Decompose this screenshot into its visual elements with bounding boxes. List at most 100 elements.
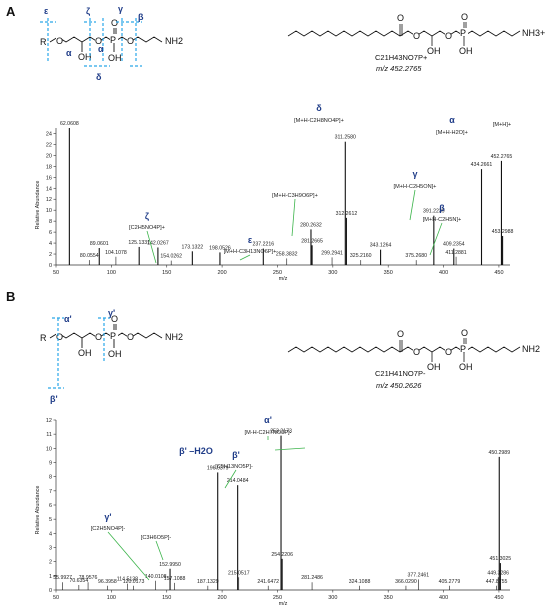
- annotation-leader: [274, 447, 306, 451]
- spectrum-a-xtick-label: 450: [494, 270, 503, 276]
- annotation-leader: [107, 531, 150, 581]
- spectrum-b-peak-label: 187.1329: [197, 579, 219, 585]
- spectrum-b-peak-label: 55.9927: [53, 575, 72, 581]
- structure-a-greek-alpha-2: α: [98, 44, 104, 54]
- spectrum-b-ylabel: Relative Abundance: [35, 486, 41, 535]
- spectrum-a-ytick-label: 6: [49, 230, 52, 236]
- annotation-leader: [224, 469, 237, 489]
- spectrum-b-ann-alpha-greek: α': [264, 415, 272, 425]
- spectrum-b-ytick-label: 8: [49, 475, 52, 481]
- spectrum-b-ytick-label: 11: [46, 432, 52, 438]
- structure-a-greek-alpha-1: α: [66, 48, 72, 58]
- spectrum-a-ann-zeta-text: [C2H5NO4P]+: [129, 225, 165, 231]
- spectrum-a-ann-gamma-text: [M+H-C2H5ON]+: [394, 184, 437, 190]
- structure-a-nh2: NH2: [165, 36, 183, 46]
- annotation-leader: [429, 222, 443, 256]
- spectrum-b-peak-label: 157.1088: [164, 576, 186, 582]
- spectrum-b-xtick-label: 150: [162, 595, 171, 601]
- spectrum-b-ytick-label: 4: [49, 531, 52, 537]
- structure-b-r: R: [40, 333, 47, 343]
- spectrum-b-ann-beta-h2o-greek: β' –H2O: [179, 446, 213, 456]
- structure-a-r: R: [40, 37, 47, 47]
- spectrum-b-peak-label: 451.3025: [490, 556, 512, 562]
- spectrum-a-ann-alpha-text: [M+H-H2O]+: [436, 130, 468, 136]
- structure-b-oh-2: OH: [108, 349, 122, 359]
- spectrum-a-peak-label: 89.0601: [90, 241, 109, 247]
- spectrum-a-xtick-label: 100: [107, 270, 116, 276]
- spectrum-a-peak-label: 391.2239: [423, 209, 445, 215]
- spectrum-b-peak-label: 215.0517: [228, 570, 250, 576]
- spectrum-b-peak-label: 120.0173: [123, 579, 145, 585]
- spectrum-b-ann-beta-text: [C5H13NO5P]-: [215, 464, 253, 470]
- spectrum-a-peak-label: 104.1078: [105, 250, 127, 256]
- structure-b-o-2: O: [95, 332, 102, 342]
- molecule-a-nh3: NH3+: [522, 28, 545, 38]
- molecule-b-o-ester: O: [413, 347, 420, 357]
- spectrum-a-ann-mh-text: [M+H]+: [493, 122, 511, 128]
- spectrum-a-ytick-label: 24: [46, 131, 52, 137]
- spectrum-b-xtick-label: 400: [439, 595, 448, 601]
- molecule-b-o-carbonyl: O: [397, 329, 404, 339]
- spectrum-a-peak-label: 258.3832: [276, 251, 298, 257]
- spectrum-b-peak-label: 114.5138: [117, 577, 138, 583]
- molecule-b-p: P: [460, 344, 466, 354]
- spectrum-a-xtick-label: 350: [384, 270, 393, 276]
- structure-b-o-4: O: [127, 332, 134, 342]
- spectrum-b-ann-beta-greek: β': [232, 450, 240, 460]
- spectrum-a-ytick-label: 8: [49, 219, 52, 225]
- molecule-a-mz: m/z 452.2765: [376, 64, 422, 73]
- spectrum-b-xtick-label: 350: [384, 595, 393, 601]
- spectrum-b-ytick-label: 10: [46, 446, 52, 452]
- spectrum-b-peak-label: 281.2486: [301, 575, 323, 581]
- structure-b-o-1: O: [56, 332, 63, 342]
- spectrum-b-peak-label: 196.0379: [207, 465, 229, 471]
- structure-b-p: P: [110, 331, 116, 341]
- spectrum-a-peak-label: 280.2632: [300, 222, 322, 228]
- spectrum-a-peak-label: 375.2680: [405, 253, 427, 259]
- spectrum-a-ylabel: Relative Abundance: [35, 181, 41, 230]
- spectrum-b-peak-label: 96.3958: [98, 579, 117, 585]
- spectrum-a-peak-label: 281.2665: [301, 238, 323, 244]
- structure-a-oh-1: OH: [78, 52, 92, 62]
- molecule-b-o-3: O: [445, 347, 452, 357]
- spectrum-b-ytick-label: 1: [49, 574, 52, 580]
- spectrum-a-peak-label: 125.1331: [128, 240, 150, 246]
- spectrum-a-peak-label: 80.0554: [80, 253, 99, 259]
- annotation-leader: [155, 540, 164, 561]
- spectrum-b-xtick-label: 250: [273, 595, 282, 601]
- spectrum-b-peak-label: 78.9576: [79, 575, 98, 581]
- structure-a-greek-gamma: γ: [118, 4, 123, 14]
- structure-b-oh-1: OH: [78, 348, 92, 358]
- structure-a-p: P: [110, 35, 116, 45]
- structure-a-greek-epsilon: ε: [44, 6, 49, 16]
- spectrum-a-ann-c3h9o6p-text: [M+H-C3H9O6P]+: [272, 193, 318, 199]
- spectrum-a-xlabel: m/z: [279, 276, 288, 282]
- molecule-b-formula: C21H41NO7P-: [375, 369, 426, 378]
- spectrum-b-ytick-label: 0: [49, 588, 52, 594]
- molecule-a-o-3: O: [445, 31, 452, 41]
- structure-b: R O OH O P O OH O NH2 α' γ' β': [40, 308, 183, 404]
- spectrum-a-ytick-label: 22: [46, 142, 52, 148]
- annotation-leader: [146, 230, 157, 264]
- spectrum-a-ann-zeta-greek: ζ: [145, 211, 149, 221]
- structure-a-greek-beta: β: [138, 12, 144, 22]
- spectrum-a-xtick-label: 300: [328, 270, 337, 276]
- spectrum-a: Relative Abundance m/z 50 100 150 200 250 300…: [35, 103, 514, 282]
- structure-a-o-2: O: [95, 36, 102, 46]
- structure-a-o-1: O: [56, 36, 63, 46]
- annotation-leader: [239, 254, 251, 261]
- structure-a: R O OH O P O OH O NH2 ε ζ: [40, 4, 183, 82]
- structure-a-greek-zeta: ζ: [86, 6, 90, 16]
- spectrum-b-ytick-label: 12: [46, 418, 52, 424]
- spectrum-a-peak-label: 237.2216: [252, 242, 274, 248]
- spectrum-a-ann-epsilon-text: [M+H-C3H13NO6P]+: [224, 249, 277, 255]
- spectrum-b-peak-label: 447.8755: [486, 579, 508, 585]
- spectrum-b-ytick-label: 2: [49, 560, 52, 566]
- spectrum-b-xlabel: m/z: [279, 601, 288, 607]
- structure-b-nh2: NH2: [165, 332, 183, 342]
- spectrum-b-xtick-label: 50: [53, 595, 59, 601]
- spectrum-a-peak-label: 142.0267: [147, 240, 169, 246]
- molecule-b: O O OH O P O OH NH2 C21H41NO7P- m/z 450.…: [287, 328, 540, 390]
- molecule-a: O O OH O P O OH NH3+ C21H43NO7P+ m/z 452…: [287, 12, 545, 73]
